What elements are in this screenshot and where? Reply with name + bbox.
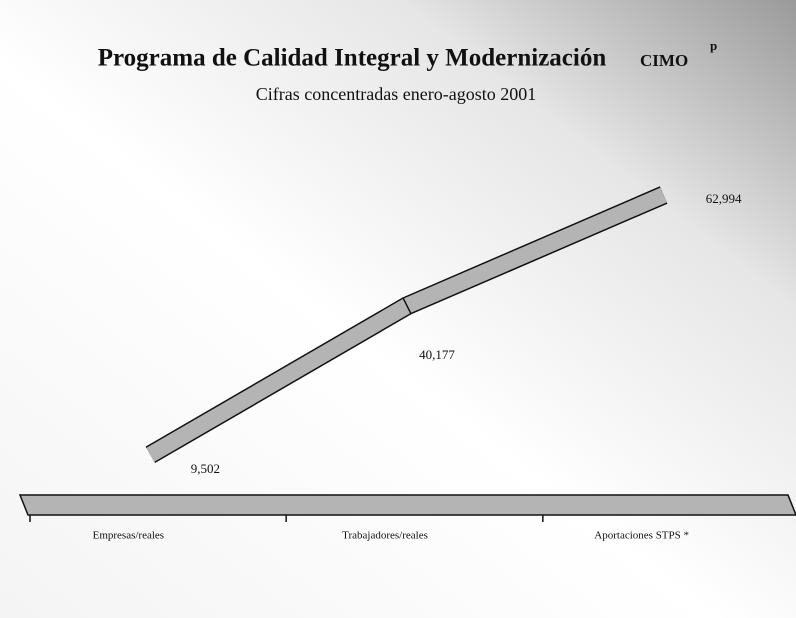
value-label: 9,502	[191, 461, 220, 476]
x-tick-label: Trabajadores/reales	[342, 530, 428, 542]
x-tick-label: Empresas/reales	[93, 530, 164, 542]
chart-title: Programa de Calidad Integral y Moderniza…	[98, 45, 607, 72]
value-label: 40,177	[419, 347, 455, 362]
x-tick-label: Aportaciones STPS *	[594, 530, 689, 542]
badge: CIMO	[640, 51, 688, 70]
joint	[402, 297, 412, 315]
badge-superscript: p	[710, 38, 717, 53]
value-label: 62,994	[706, 191, 742, 206]
chart-subtitle: Cifras concentradas enero-agosto 2001	[256, 84, 536, 104]
floor	[18, 494, 796, 516]
